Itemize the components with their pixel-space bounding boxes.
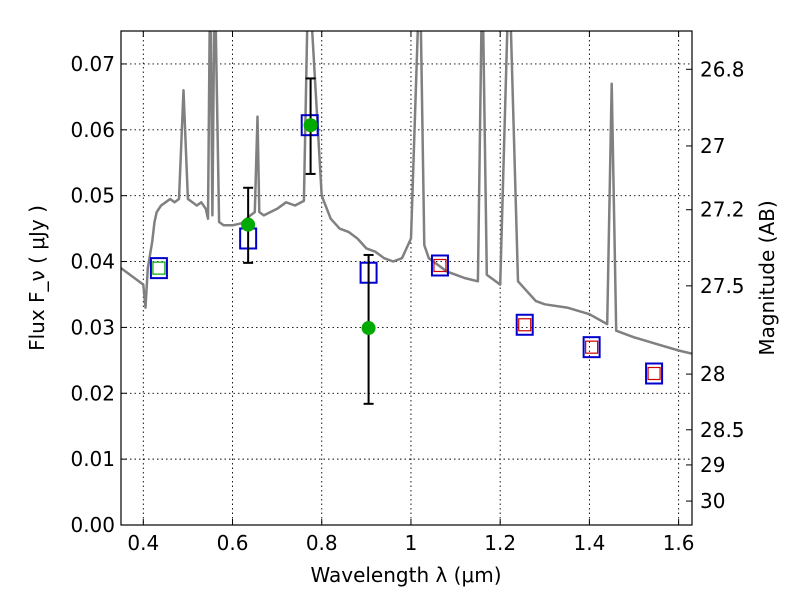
y-tick-label: 0.04: [70, 250, 115, 274]
y2-tick-label: 27.5: [700, 274, 745, 298]
y2-tick-label: 29: [700, 453, 725, 477]
x-tick-label: 1.4: [573, 531, 605, 555]
y-tick-label: 0.03: [70, 315, 115, 339]
x-tick-label: 0.8: [306, 531, 338, 555]
axis-ticks: 0.4 0.6 0.8 1 1.2 1.4 1.6 0.00 0.01 0.02 0.03 0.04 0…: [70, 31, 745, 555]
model-inner-square: [647, 366, 661, 381]
plot-area: [121, 31, 692, 405]
model-point-square: [582, 336, 601, 359]
y-tick-label: 0.00: [70, 513, 115, 537]
x-axis-title: Wavelength λ (μm): [310, 563, 501, 587]
x-tick-label: 1.6: [663, 531, 695, 555]
model-point-square: [430, 254, 449, 277]
observed-point: [241, 217, 256, 232]
x-tick-label: 1: [405, 531, 418, 555]
y2-axis-title: Magnitude (AB): [755, 200, 779, 355]
y-axis-title: Flux F_ν ( μJy ): [25, 205, 49, 351]
model-point-square: [149, 257, 168, 280]
model-inner-square: [585, 340, 599, 354]
y2-tick-label: 30: [700, 489, 725, 513]
model-inner-square: [152, 261, 166, 275]
y2-tick-label: 28: [700, 362, 725, 386]
y2-tick-label: 27.2: [700, 198, 745, 222]
model-point-square: [645, 362, 664, 385]
observed-point: [361, 321, 376, 336]
plot-frame: [120, 30, 693, 526]
y-tick-label: 0.01: [70, 447, 115, 471]
y2-tick-label: 26.8: [700, 57, 745, 81]
x-tick-label: 0.6: [217, 531, 249, 555]
y-tick-label: 0.06: [70, 118, 115, 142]
x-tick-label: 0.4: [127, 531, 159, 555]
y2-tick-label: 27: [700, 134, 725, 158]
model-inner-square: [433, 258, 447, 273]
y-tick-label: 0.07: [70, 52, 115, 76]
observed-point: [303, 118, 318, 133]
y-tick-label: 0.02: [70, 381, 115, 405]
y-tick-label: 0.05: [70, 184, 115, 208]
y2-tick-label: 28.5: [700, 418, 745, 442]
model-inner-square: [518, 318, 532, 332]
spectrum-line: [121, 31, 692, 355]
model-point-square: [515, 313, 534, 336]
x-tick-label: 1.2: [484, 531, 516, 555]
